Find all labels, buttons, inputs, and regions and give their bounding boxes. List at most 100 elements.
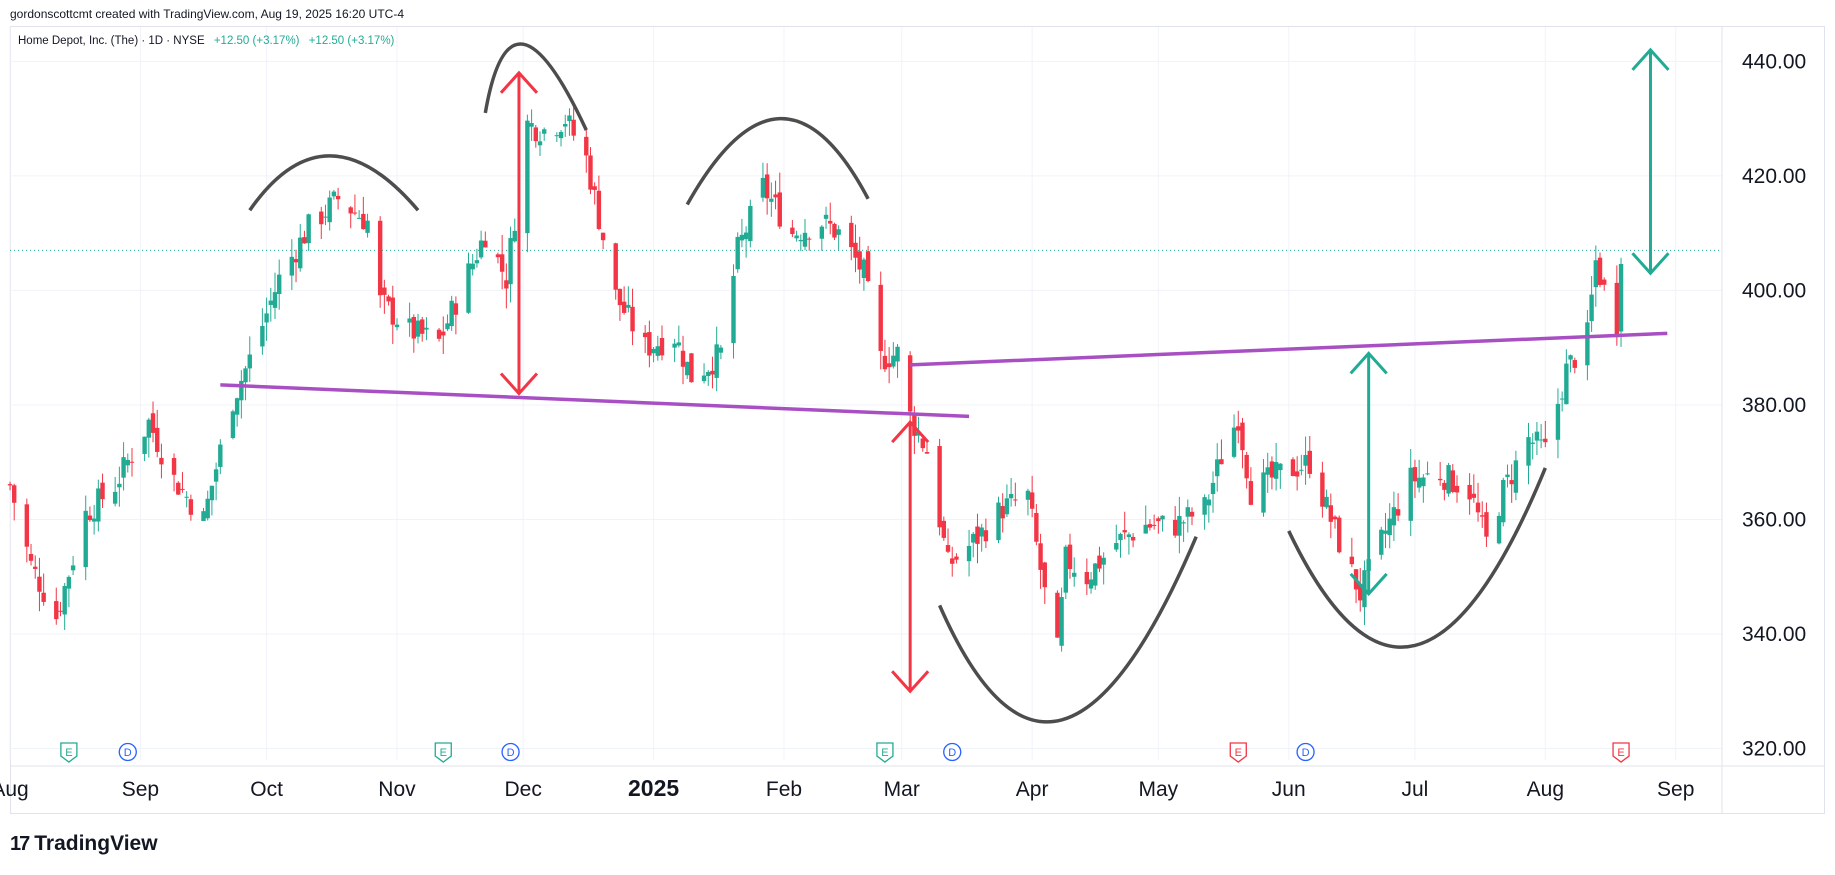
candle-body (1328, 505, 1334, 522)
candle-body (1538, 439, 1544, 441)
candle-body (1118, 533, 1123, 541)
candle-body (1496, 515, 1502, 544)
price-change: +12.50 (+3.17%) (213, 35, 300, 47)
dividend-marker-icon[interactable]: D (501, 742, 520, 762)
tradingview-logo-icon: 17 (10, 832, 30, 855)
candle-body (62, 586, 67, 615)
candle-body (243, 368, 248, 383)
candle-body (171, 458, 177, 475)
candle-body (1038, 543, 1043, 570)
candle-body (201, 511, 206, 522)
candle-body (983, 530, 989, 542)
candle-body (188, 499, 194, 515)
candle-body (390, 297, 395, 325)
candle-body (1501, 479, 1506, 523)
earnings-marker-icon[interactable]: E (1229, 742, 1247, 763)
x-tick-label: Aug (0, 778, 29, 801)
candle-body (533, 127, 538, 142)
candle-body (647, 332, 652, 356)
candle-body (268, 300, 273, 305)
candle-body (327, 197, 332, 223)
candle-body (710, 370, 715, 375)
candle-body (474, 260, 480, 264)
candle-body (1215, 459, 1220, 477)
candle-body (1029, 492, 1035, 509)
candle-body (895, 346, 900, 362)
candle-body (499, 254, 505, 272)
candle-body (1614, 282, 1620, 338)
candle-body (146, 419, 152, 438)
candle-body (1387, 518, 1392, 536)
candle-body (150, 413, 156, 433)
candle-body (33, 566, 38, 569)
candle-body (87, 515, 93, 521)
candle-body (1484, 512, 1489, 537)
earnings-marker-icon[interactable]: E (1612, 742, 1630, 763)
candle-body (945, 545, 951, 552)
price-chart[interactable]: E D E D E D E D E 440.00 420.00 400.00 380.00 360.00… (0, 0, 1835, 825)
candle-body (1034, 512, 1039, 542)
x-tick-label: Nov (378, 778, 416, 801)
candle-body (466, 263, 471, 313)
candle-body (66, 576, 72, 589)
candle-body (1101, 557, 1106, 565)
candle-body (504, 280, 509, 289)
candle-body (537, 141, 543, 146)
dividend-marker-icon[interactable]: D (1296, 742, 1315, 762)
tradingview-logo[interactable]: 17 TradingView (10, 832, 158, 856)
candle-body (424, 327, 429, 330)
candle-body (1349, 556, 1355, 565)
candle-body (748, 205, 753, 242)
candle-body (230, 411, 236, 439)
price-change-2: +12.50 (+3.17%) (308, 35, 395, 47)
candle-body (1412, 467, 1418, 482)
candle-body (1013, 499, 1018, 501)
earnings-marker-icon[interactable]: E (434, 742, 452, 763)
candle-body (1593, 260, 1599, 288)
candle-body (70, 565, 76, 571)
candle-body (234, 398, 240, 415)
candle-body (798, 239, 804, 242)
arrow-head (891, 670, 930, 694)
inverse-shoulder-arc (1287, 467, 1547, 649)
y-axis: 440.00 420.00 400.00 380.00 360.00 340.00 320.… (1721, 27, 1806, 813)
candle-body (807, 238, 812, 240)
dividend-marker-icon[interactable]: D (943, 742, 962, 762)
candle-body (411, 317, 417, 339)
event-label: D (124, 747, 132, 759)
earnings-badge (1612, 742, 1630, 763)
candle-body (1206, 499, 1212, 506)
arrow-head (1631, 252, 1670, 276)
candle-body (853, 242, 858, 258)
candle-body (819, 226, 825, 239)
candle-body (289, 256, 295, 276)
candle-body (600, 232, 606, 241)
candle-body (470, 263, 475, 270)
event-label: D (507, 747, 515, 759)
candle-body (441, 331, 446, 336)
candle-body (1063, 546, 1069, 593)
candle-body (1416, 477, 1422, 488)
earnings-marker-icon[interactable]: E (60, 742, 78, 763)
dividend-marker-icon[interactable]: D (118, 742, 137, 762)
candle-body (1244, 454, 1249, 479)
candle-body (823, 214, 829, 219)
candle-body (714, 344, 719, 378)
event-label: E (440, 747, 447, 759)
x-tick-label: Sep (122, 778, 159, 801)
candle-body (655, 346, 660, 356)
earnings-marker-icon[interactable]: E (876, 742, 894, 763)
candle-body (1509, 480, 1514, 485)
candle-body (937, 446, 942, 528)
candle-body (642, 332, 648, 338)
candle-body (1269, 461, 1275, 478)
candle-body (117, 483, 122, 488)
arrow-head (891, 419, 930, 444)
candle-body (407, 318, 412, 323)
candle-body (125, 459, 130, 466)
y-tick-label: 320.00 (1742, 738, 1806, 761)
symbol-legend[interactable]: Home Depot, Inc. (The) · 1D · NYSE +12.5… (18, 35, 394, 47)
candle-body (1055, 592, 1060, 638)
candle-body (1480, 515, 1485, 517)
